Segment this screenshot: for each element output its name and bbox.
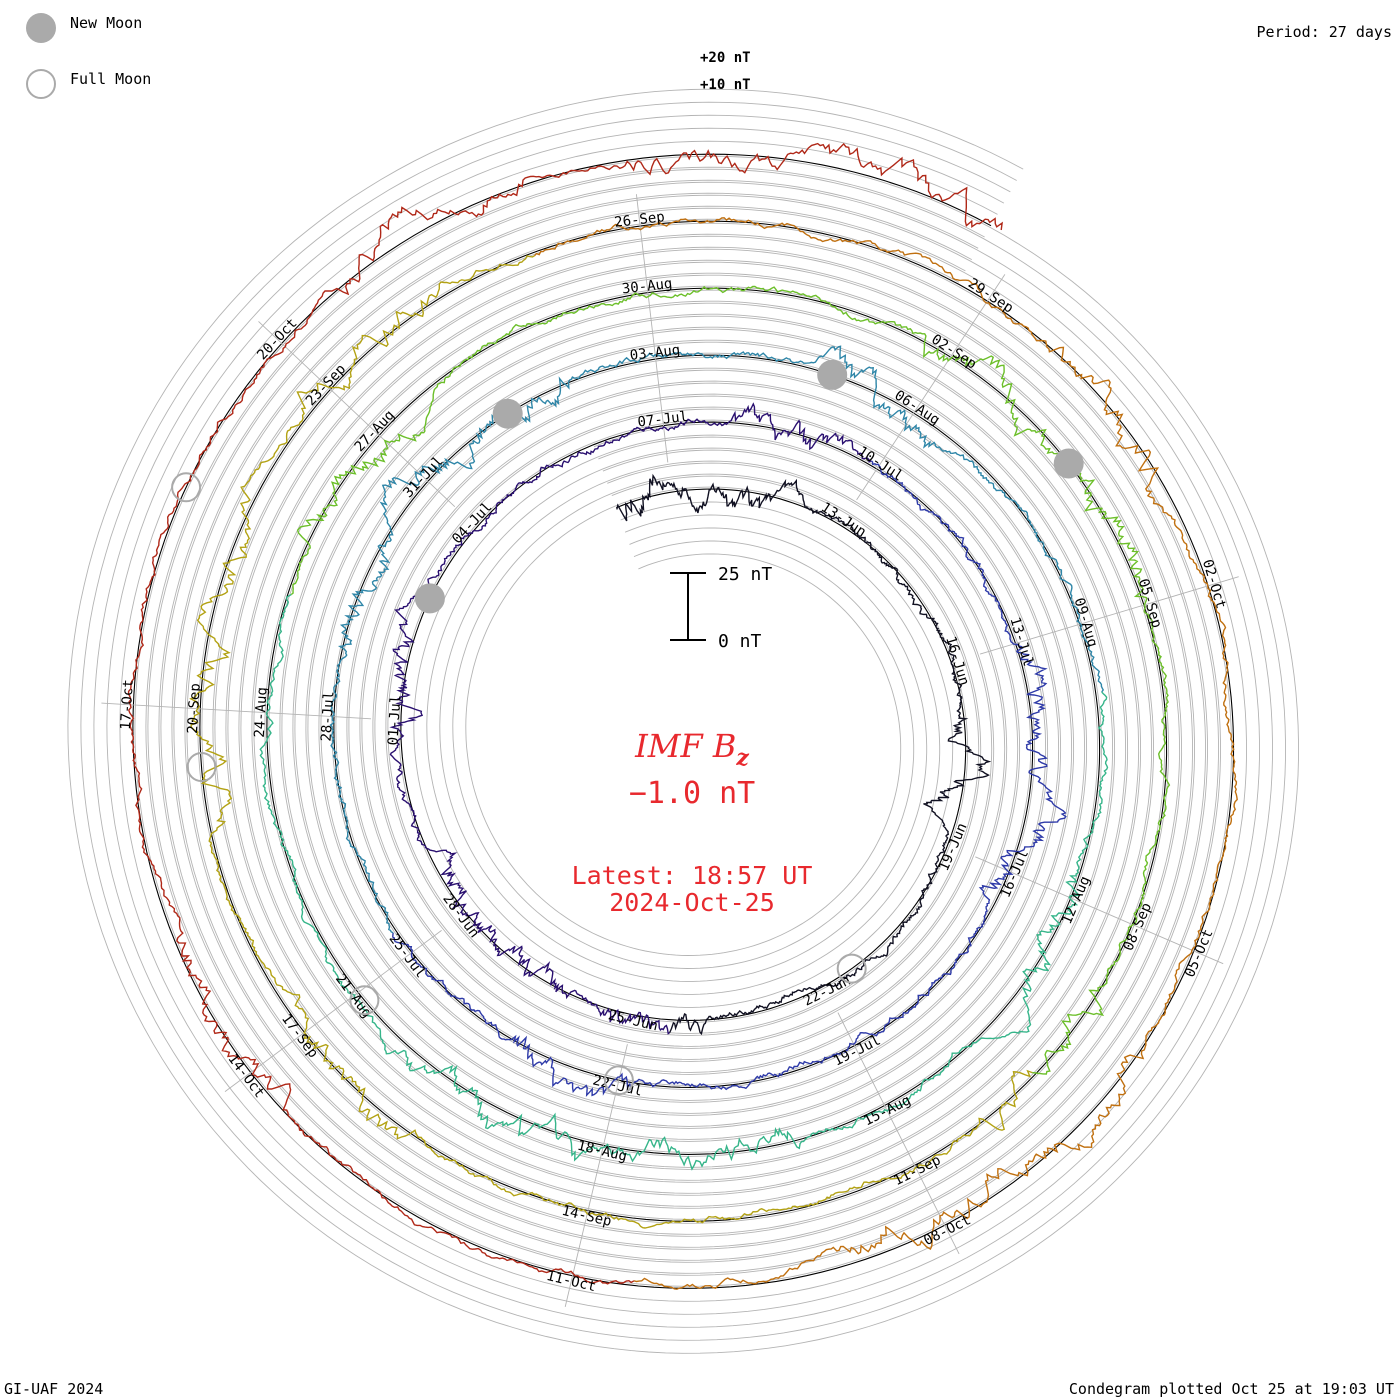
zero-line-spiral [132,153,1235,1289]
bz-trace-segment [290,285,1171,1075]
grid-spiral [171,192,1195,1250]
grid-spiral [106,127,1260,1315]
date-label: 20-Oct [254,315,300,363]
date-label: 25-Jul [386,931,429,981]
bz-trace-segment [534,217,1238,1290]
scale-bar-top-label: 25 nT [718,564,772,585]
bz-trace-segment [259,593,1109,1171]
date-label: 30-Aug [621,276,673,298]
date-label: 29-Sep [965,276,1016,317]
full-moon-marker [349,985,380,1016]
spoke-line [837,1012,960,1255]
date-label: 12-Aug [1059,874,1094,927]
bz-trace-segment [389,402,872,1035]
plotted-label: Condegram plotted Oct 25 at 19:03 UT [1069,1380,1394,1398]
date-label: 31-Jul [400,453,446,501]
spoke-line [975,856,1224,965]
full-moon-marker [603,1065,634,1096]
date-label: 20-Sep [185,683,204,734]
date-label: 03-Aug [629,342,681,364]
spoke-line [564,1044,628,1308]
current-value: −1.0 nT [629,776,755,811]
bz-trace-segment [189,255,1033,1229]
grid-spiral [184,205,1183,1237]
new-moon-marker [414,583,445,614]
date-label: 09-Aug [1071,596,1101,649]
date-label: 19-Jun [936,821,971,874]
bz-trace-segment [329,345,1105,934]
center-title-sub: z [735,745,749,771]
full-moon-marker [836,953,867,984]
period-label: Period: 27 days [1257,23,1392,41]
date-label: 08-Sep [1120,901,1155,954]
scale-bar-bottom-label: 0 nT [718,631,762,652]
latest-time-label: Latest: 18:57 UT [572,861,813,890]
grid-spiral [197,218,1170,1224]
grid-spiral [158,179,1208,1263]
grid-spiral [67,88,1299,1354]
spoke-line [101,702,372,720]
new-moon-marker [492,398,523,429]
date-label: 02-Oct [1199,558,1229,611]
new-moon-legend-label: New Moon [70,14,142,32]
date-label: 26-Sep [613,209,665,231]
plus-20-nt-label: +20 nT [700,50,751,66]
bz-trace-segment [127,142,1003,1285]
date-label: 17-Sep [278,1011,321,1061]
center-title: IMF Bz [634,727,749,771]
date-label: 05-Oct [1182,927,1217,980]
spoke-line [224,930,442,1092]
center-title-main: IMF B [634,727,736,765]
date-label: 07-Jul [637,409,689,431]
spoke-line [856,274,1006,501]
grid-spiral [93,114,1273,1328]
date-label: 17-Oct [118,679,137,730]
date-label: 23-Sep [303,361,349,409]
bz-trace-segment [392,460,1067,1097]
date-label: 05-Sep [1135,577,1165,630]
date-label: 04-Jul [449,499,495,547]
date-label: 27-Aug [352,407,398,455]
full-moon-marker [171,472,202,503]
bz-trace-segment [616,473,992,1036]
spoke-line [979,576,1239,655]
grid-spiral [119,140,1247,1302]
moon-layer [171,359,1084,1096]
date-label: 24-Aug [252,687,271,738]
latest-date-label: 2024-Oct-25 [609,888,775,917]
spoke-line [635,194,669,463]
date-label: 16-Jul [997,847,1032,900]
trace-layer [127,142,1238,1290]
full-moon-marker [186,752,217,782]
new-moon-marker [1053,448,1084,479]
full-moon-legend-icon [26,69,56,99]
new-moon-marker [817,359,848,390]
new-moon-legend-icon [26,13,56,43]
date-label: 28-Jul [319,691,338,742]
plus-10-nt-label: +10 nT [700,77,751,93]
date-label: 16-Jun [942,634,972,687]
credit-label: GI-UAF 2024 [4,1380,103,1398]
full-moon-legend-label: Full Moon [70,70,151,88]
grid-spiral [80,101,1286,1341]
spoke-layer [101,194,1239,1308]
date-label: 01-Jul [385,694,404,745]
